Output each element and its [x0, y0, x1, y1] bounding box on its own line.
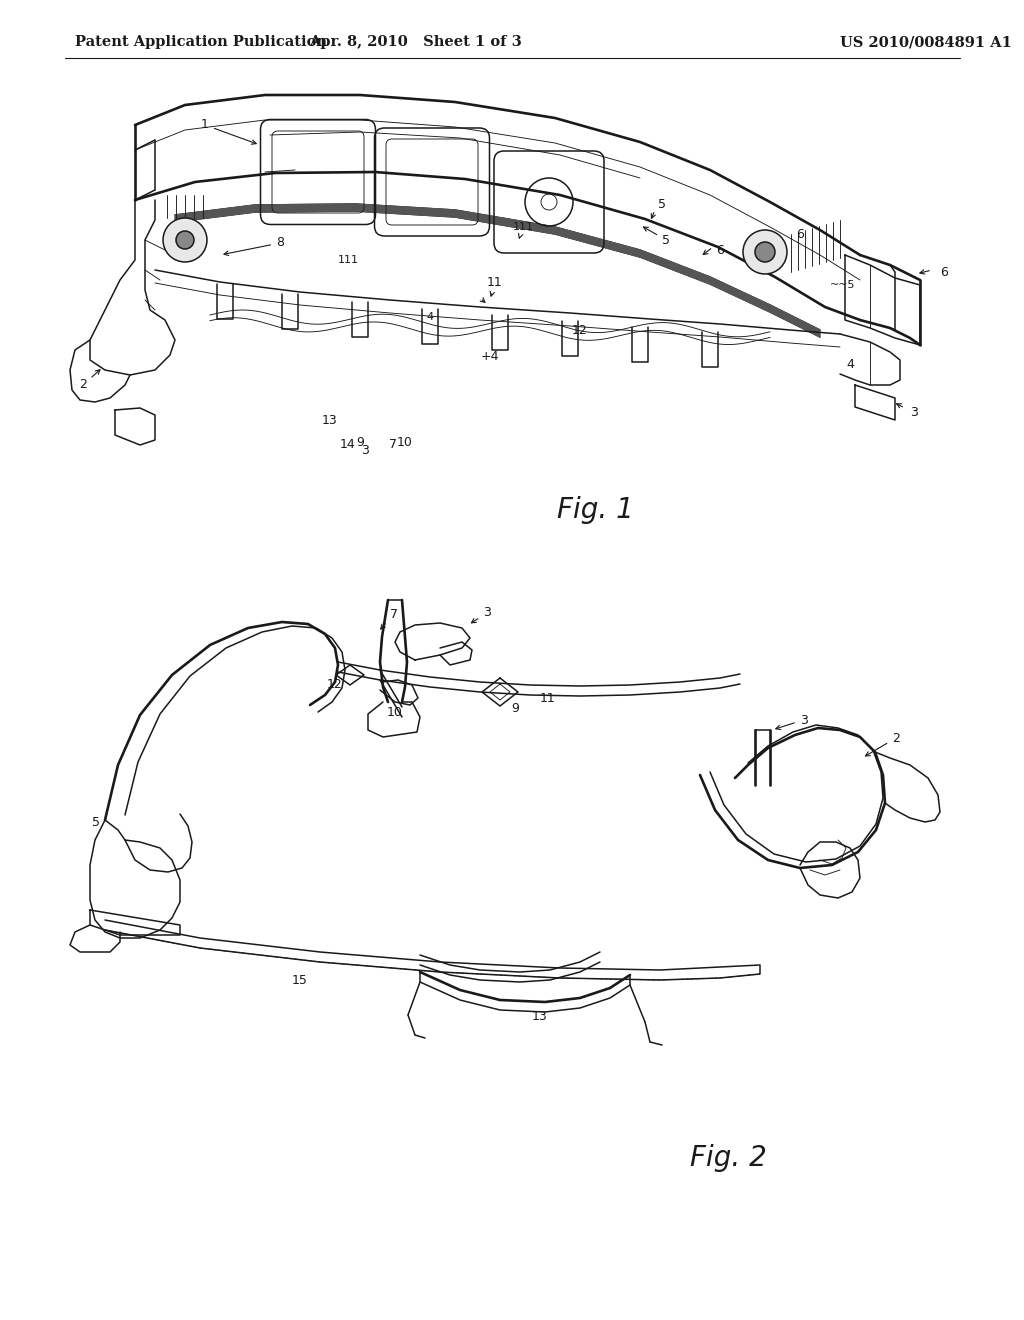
Polygon shape [710, 277, 770, 312]
Text: 8: 8 [224, 236, 284, 256]
Text: 13: 13 [532, 1011, 548, 1023]
Text: 6: 6 [716, 243, 724, 256]
Text: 4: 4 [426, 312, 433, 322]
Text: 13: 13 [323, 413, 338, 426]
Text: 14: 14 [340, 437, 356, 450]
Polygon shape [175, 205, 255, 222]
Text: 6: 6 [796, 228, 804, 242]
Text: +4: +4 [480, 351, 500, 363]
Text: ~~5: ~~5 [830, 280, 855, 290]
Text: 9: 9 [511, 701, 519, 714]
Text: 4: 4 [846, 359, 854, 371]
Text: 10: 10 [387, 705, 402, 718]
Text: 7: 7 [389, 437, 397, 450]
Polygon shape [455, 210, 555, 234]
Text: 111: 111 [512, 222, 534, 238]
Text: 12: 12 [572, 323, 588, 337]
Text: 111: 111 [338, 255, 358, 265]
Text: US 2010/0084891 A1: US 2010/0084891 A1 [840, 36, 1012, 49]
Text: 11: 11 [487, 276, 503, 296]
Polygon shape [555, 227, 640, 257]
Text: 1: 1 [201, 119, 256, 144]
Text: 5: 5 [643, 227, 670, 247]
Text: 5: 5 [658, 198, 666, 211]
Text: 7: 7 [381, 607, 398, 630]
Text: 2: 2 [865, 731, 900, 756]
Circle shape [176, 231, 194, 249]
Polygon shape [640, 249, 710, 284]
Circle shape [755, 242, 775, 261]
Text: 6: 6 [940, 265, 948, 279]
Text: 3: 3 [800, 714, 808, 726]
Text: 9: 9 [356, 437, 364, 450]
Text: 3: 3 [910, 407, 918, 420]
Text: 2: 2 [79, 370, 100, 392]
Text: 3: 3 [471, 606, 490, 623]
Text: 5: 5 [92, 816, 100, 829]
Text: Fig. 1: Fig. 1 [557, 496, 634, 524]
Polygon shape [255, 205, 355, 213]
Text: Patent Application Publication: Patent Application Publication [75, 36, 327, 49]
Text: Fig. 2: Fig. 2 [689, 1144, 766, 1172]
Text: 11: 11 [540, 692, 556, 705]
Polygon shape [770, 305, 820, 337]
Text: 15: 15 [292, 974, 308, 986]
Text: 10: 10 [397, 437, 413, 450]
Polygon shape [355, 205, 455, 216]
Circle shape [163, 218, 207, 261]
Text: 12: 12 [327, 677, 343, 690]
Circle shape [743, 230, 787, 275]
Text: 3: 3 [361, 444, 369, 457]
Text: Apr. 8, 2010   Sheet 1 of 3: Apr. 8, 2010 Sheet 1 of 3 [308, 36, 521, 49]
